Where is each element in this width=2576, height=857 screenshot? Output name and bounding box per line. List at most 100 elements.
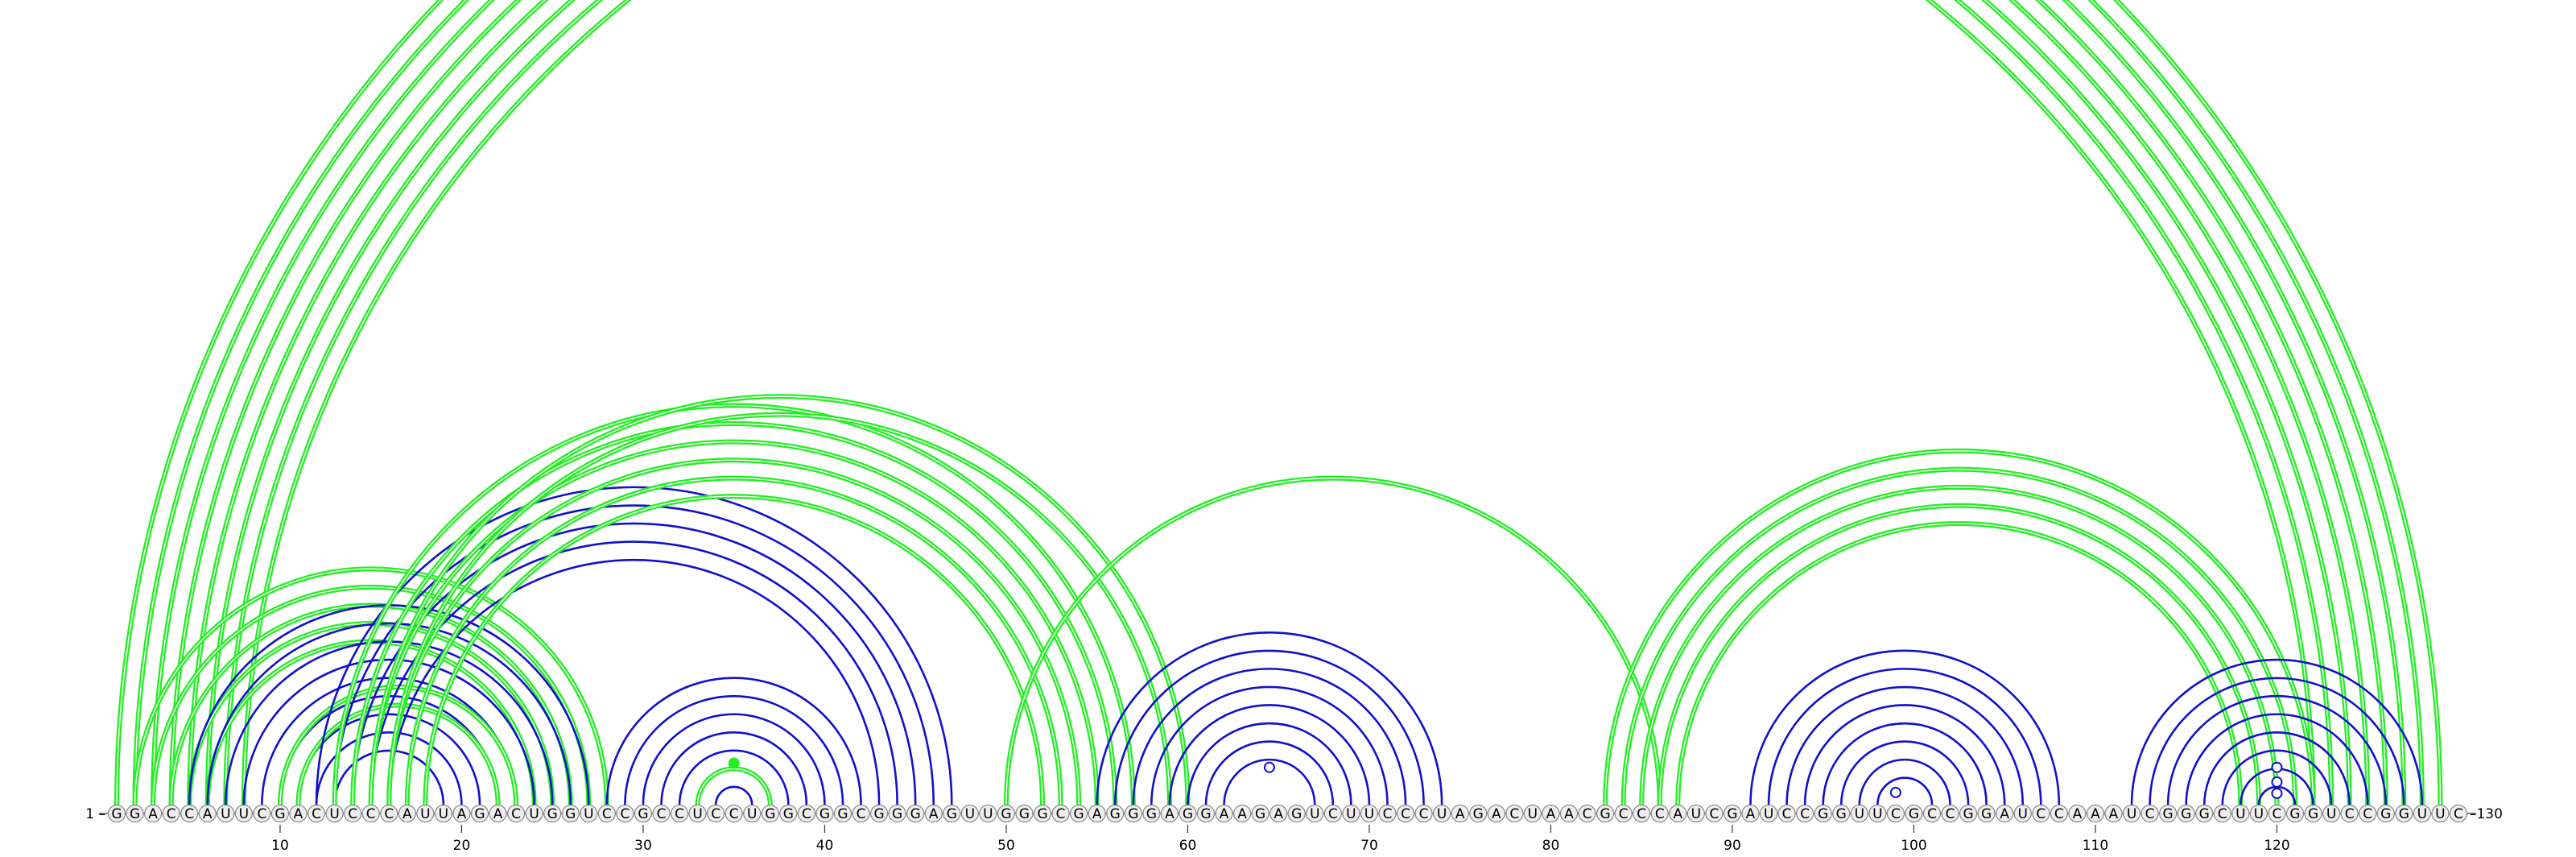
nucleotide-letter: G [1128, 806, 1138, 822]
nucleotide-circle [270, 804, 290, 823]
nucleotide-node: U [1433, 804, 1451, 823]
nucleotide-letter: G [2289, 806, 2300, 822]
nucleotide-circle [1959, 804, 1978, 823]
nucleotide-node: U [2231, 804, 2250, 823]
nucleotide-letter: C [167, 806, 176, 822]
nucleotide-letter: C [729, 806, 739, 822]
nucleotide-letter: A [1237, 806, 1247, 822]
nucleotide-node: A [1451, 804, 1469, 823]
arc-inner-16-54 [388, 459, 1080, 805]
nucleotide-circle [325, 804, 344, 823]
nucleotide-circle [761, 804, 779, 823]
nucleotide-letter: U [1764, 806, 1773, 822]
nucleotide-letter: U [1872, 806, 1882, 822]
arc-blue-113-127 [2149, 677, 2405, 805]
nucleotide-circle [2413, 804, 2431, 823]
nucleotide-circle [1996, 804, 2014, 823]
nucleotide-circle [1287, 804, 1306, 823]
arc-inner-15-60 [370, 395, 1189, 805]
nucleotide-circle [2013, 804, 2032, 823]
nucleotide-circle [234, 804, 253, 823]
nucleotide-circle [452, 804, 471, 823]
arc-inner-14-56 [352, 423, 1116, 805]
nucleotide-circle [289, 804, 308, 823]
nucleotide-letter: C [1655, 806, 1665, 822]
nucleotide-circle [1269, 804, 1288, 823]
nucleotide-node: U [1686, 804, 1705, 823]
nucleotide-circle [361, 804, 380, 823]
nucleotide-node: G [2285, 804, 2305, 823]
nucleotide-node: C [2359, 804, 2377, 823]
nucleotide-node: G [1106, 804, 1125, 823]
nucleotide-node: U [2249, 804, 2268, 823]
nucleotide-letter: C [1383, 806, 1393, 822]
nucleotide-letter: C [1946, 806, 1955, 822]
nucleotide-node: U [416, 804, 435, 823]
nucleotide-circle [616, 804, 634, 823]
nucleotide-node: C [307, 804, 326, 823]
arc-blue-58-71 [1150, 685, 1389, 805]
arc-blue-56-73 [1113, 649, 1425, 805]
nucleotide-node: G [1179, 804, 1197, 823]
nucleotide-circle [1215, 804, 1233, 823]
nucleotide-letter: C [384, 806, 394, 822]
nucleotide-circle [506, 804, 526, 823]
nucleotide-letter: G [910, 806, 921, 822]
nucleotide-node: G [1287, 804, 1306, 823]
nucleotide-letter: C [2454, 806, 2463, 822]
nucleotide-letter: C [2145, 806, 2155, 822]
nucleotide-node: A [289, 804, 308, 823]
arc-markers [728, 757, 2283, 799]
nucleotide-node: C [597, 804, 616, 823]
nucleotide-node: C [1323, 804, 1342, 823]
nucleotide-letter: G [2308, 806, 2318, 822]
arc-green-7-123 [223, 0, 2334, 805]
nucleotide-node: G [126, 804, 144, 823]
nucleotide-letter: C [366, 806, 376, 822]
nucleotide-circle [380, 804, 398, 823]
arc-blue-16-43 [387, 558, 881, 805]
nucleotide-letter: G [275, 806, 285, 822]
nucleotide-node: C [2268, 804, 2286, 823]
nucleotide-circle [1650, 804, 1669, 823]
nucleotide-node: G [761, 804, 779, 823]
nucleotide-circle [634, 804, 653, 823]
arc-marker [1263, 761, 1275, 773]
nucleotide-letter: C [2054, 806, 2064, 822]
arc-blue-32-38 [678, 749, 790, 805]
nucleotide-node: C [616, 804, 634, 823]
nucleotide-node: U [1850, 804, 1868, 823]
nucleotide-circle [1451, 804, 1469, 823]
nucleotide-circle [1905, 804, 1923, 823]
nucleotide-letter: U [329, 806, 339, 822]
nucleotide-circle [2285, 804, 2305, 823]
arc-inner-6-124 [207, 0, 2351, 805]
nucleotide-node: A [1160, 804, 1179, 823]
nucleotide-node: C [253, 804, 271, 823]
nucleotide-letter: C [2036, 806, 2046, 822]
nucleotide-circle [1251, 804, 1269, 823]
nucleotide-node: C [344, 804, 362, 823]
nucleotide-circle [2304, 804, 2322, 823]
arc-marker [2271, 787, 2283, 799]
nucleotide-node: U [2413, 804, 2431, 823]
nucleotide-node: G [1723, 804, 1742, 823]
nucleotide-node: G [107, 804, 126, 823]
nucleotide-circle [1741, 804, 1760, 823]
arc-blue-13-46 [333, 504, 935, 805]
nucleotide-node: U [1342, 804, 1360, 823]
arc-inner-7-123 [225, 0, 2332, 805]
tick-label: 30 [634, 838, 652, 854]
nucleotide-letter: C [1927, 806, 1937, 822]
nucleotide-letter: C [1800, 806, 1810, 822]
nucleotide-letter: G [2199, 806, 2210, 822]
arc-blue-61-68 [1204, 740, 1335, 805]
nucleotide-letter: C [2363, 806, 2372, 822]
nucleotide-node: A [1088, 804, 1106, 823]
nucleotide-circle [1686, 804, 1705, 823]
nucleotide-letter: C [802, 806, 811, 822]
nucleotide-node: A [924, 804, 943, 823]
nucleotide-node: C [1796, 804, 1814, 823]
nucleotide-letter: G [1291, 806, 1302, 822]
nucleotide-letter: A [203, 806, 213, 822]
